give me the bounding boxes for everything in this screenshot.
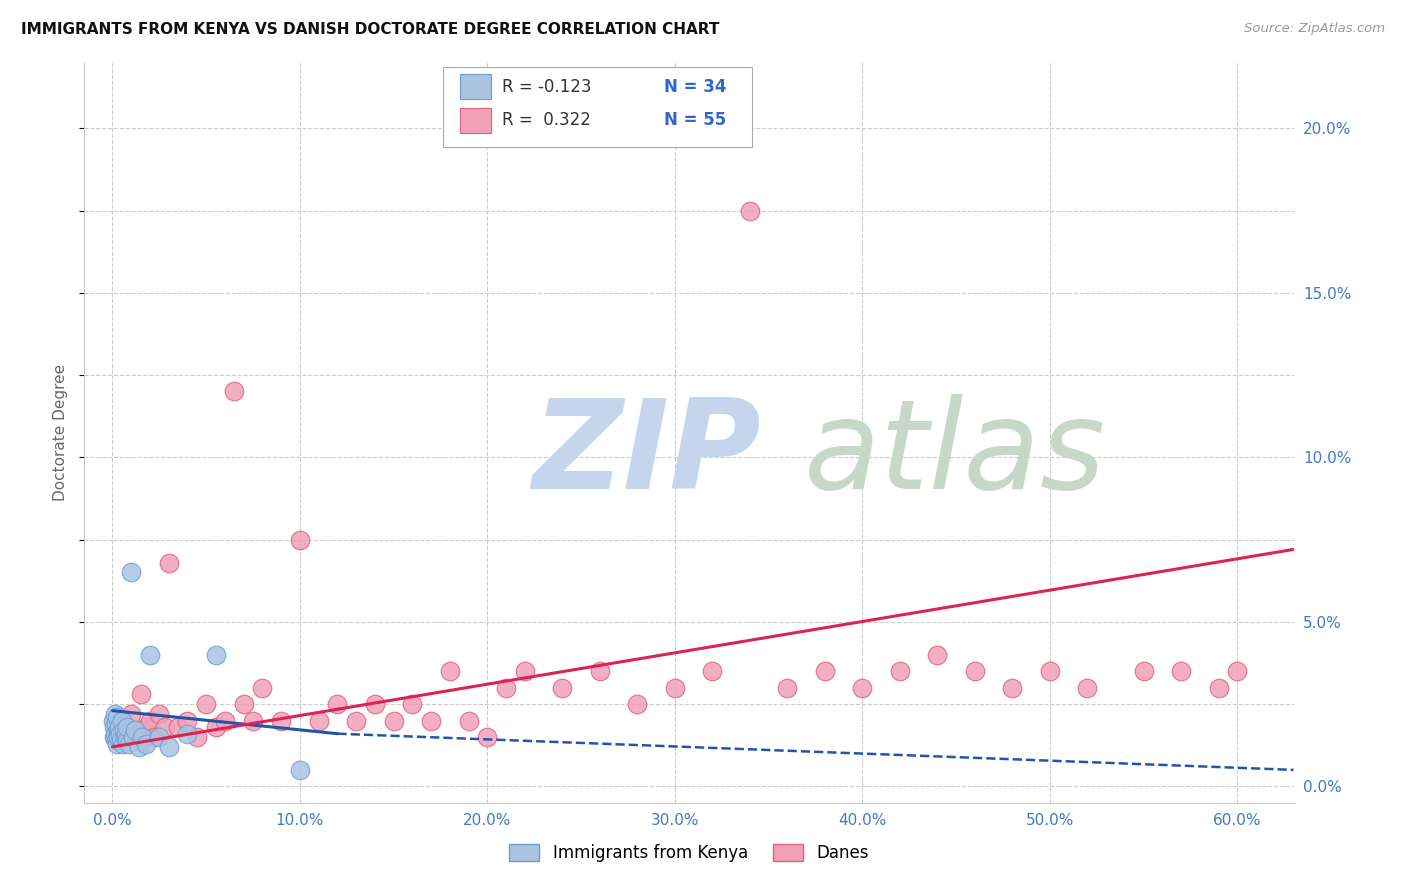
Danes: [232, 697, 254, 711]
Immigrants from Kenya: [118, 737, 141, 751]
Immigrants from Kenya: [110, 733, 132, 747]
Danes: [139, 714, 162, 728]
Immigrants from Kenya: [204, 648, 226, 662]
Danes: [401, 697, 423, 711]
Immigrants from Kenya: [107, 730, 129, 744]
Danes: [117, 720, 139, 734]
Immigrants from Kenya: [103, 714, 125, 728]
Immigrants from Kenya: [108, 720, 131, 734]
Danes: [288, 533, 311, 547]
Danes: [120, 706, 142, 721]
Text: N = 55: N = 55: [664, 112, 725, 129]
Danes: [252, 681, 274, 695]
Danes: [1132, 664, 1154, 678]
Immigrants from Kenya: [105, 710, 128, 724]
Danes: [153, 720, 176, 734]
Danes: [1226, 664, 1249, 678]
Danes: [814, 664, 837, 678]
Immigrants from Kenya: [103, 720, 125, 734]
Text: ZIP: ZIP: [531, 394, 761, 516]
Immigrants from Kenya: [107, 723, 129, 738]
Danes: [1170, 664, 1192, 678]
Danes: [1039, 664, 1062, 678]
Danes: [308, 714, 330, 728]
Danes: [513, 664, 536, 678]
Danes: [589, 664, 612, 678]
Danes: [344, 714, 367, 728]
Danes: [738, 203, 761, 218]
Danes: [1076, 681, 1098, 695]
Immigrants from Kenya: [104, 727, 127, 741]
Danes: [167, 720, 190, 734]
Immigrants from Kenya: [157, 739, 180, 754]
Immigrants from Kenya: [114, 730, 136, 744]
Text: Source: ZipAtlas.com: Source: ZipAtlas.com: [1244, 22, 1385, 36]
Danes: [626, 697, 648, 711]
Danes: [129, 687, 152, 701]
Danes: [105, 730, 128, 744]
Danes: [851, 681, 873, 695]
Immigrants from Kenya: [117, 720, 139, 734]
Danes: [702, 664, 724, 678]
Text: atlas: atlas: [804, 394, 1107, 516]
Immigrants from Kenya: [176, 727, 198, 741]
Danes: [176, 714, 198, 728]
Danes: [224, 384, 246, 399]
Text: N = 34: N = 34: [664, 78, 725, 95]
Danes: [326, 697, 349, 711]
Danes: [135, 720, 157, 734]
Danes: [186, 730, 208, 744]
Immigrants from Kenya: [105, 716, 128, 731]
Danes: [551, 681, 574, 695]
Immigrants from Kenya: [108, 727, 131, 741]
Danes: [776, 681, 799, 695]
Danes: [889, 664, 911, 678]
Immigrants from Kenya: [115, 733, 138, 747]
Immigrants from Kenya: [111, 737, 134, 751]
Immigrants from Kenya: [139, 648, 162, 662]
Danes: [1208, 681, 1230, 695]
Legend: Immigrants from Kenya, Danes: Immigrants from Kenya, Danes: [502, 837, 876, 869]
Danes: [148, 706, 170, 721]
Danes: [495, 681, 517, 695]
Danes: [142, 730, 165, 744]
Immigrants from Kenya: [104, 733, 127, 747]
Danes: [364, 697, 387, 711]
Y-axis label: Doctorate Degree: Doctorate Degree: [53, 364, 69, 501]
Text: R = -0.123: R = -0.123: [502, 78, 592, 95]
Immigrants from Kenya: [103, 730, 125, 744]
Immigrants from Kenya: [114, 727, 136, 741]
Text: IMMIGRANTS FROM KENYA VS DANISH DOCTORATE DEGREE CORRELATION CHART: IMMIGRANTS FROM KENYA VS DANISH DOCTORAT…: [21, 22, 720, 37]
Danes: [457, 714, 479, 728]
Immigrants from Kenya: [104, 706, 127, 721]
Danes: [111, 714, 134, 728]
Danes: [1001, 681, 1024, 695]
Danes: [270, 714, 292, 728]
Danes: [420, 714, 443, 728]
Danes: [477, 730, 499, 744]
Danes: [439, 664, 461, 678]
Danes: [664, 681, 686, 695]
Immigrants from Kenya: [105, 737, 128, 751]
Danes: [157, 556, 180, 570]
Immigrants from Kenya: [122, 730, 145, 744]
Danes: [927, 648, 949, 662]
Danes: [963, 664, 986, 678]
Immigrants from Kenya: [148, 730, 170, 744]
Danes: [195, 697, 218, 711]
Immigrants from Kenya: [128, 739, 150, 754]
Danes: [124, 730, 146, 744]
Text: R =  0.322: R = 0.322: [502, 112, 591, 129]
Danes: [242, 714, 264, 728]
Immigrants from Kenya: [111, 714, 134, 728]
Immigrants from Kenya: [131, 730, 153, 744]
Immigrants from Kenya: [120, 566, 142, 580]
Immigrants from Kenya: [288, 763, 311, 777]
Immigrants from Kenya: [124, 723, 146, 738]
Danes: [214, 714, 236, 728]
Danes: [204, 720, 226, 734]
Immigrants from Kenya: [112, 723, 135, 738]
Immigrants from Kenya: [135, 737, 157, 751]
Danes: [382, 714, 405, 728]
